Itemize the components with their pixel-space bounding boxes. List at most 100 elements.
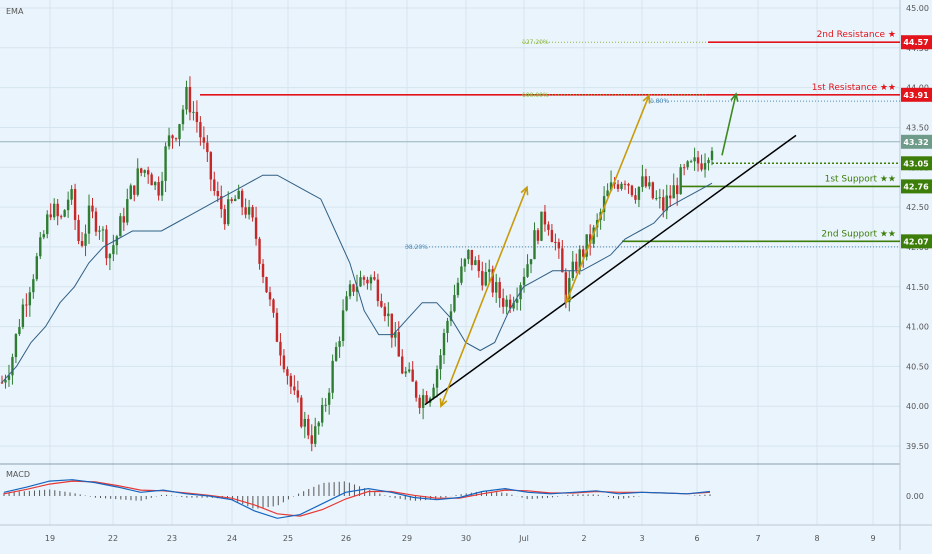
candle-body	[467, 249, 470, 260]
candle-body	[213, 179, 216, 191]
candle-body	[157, 182, 160, 196]
time-tick-label: 2	[581, 534, 586, 543]
candle-body	[314, 426, 317, 444]
price-tag	[901, 134, 932, 149]
candle-body	[397, 332, 400, 357]
candle-body	[449, 311, 453, 321]
candle-body	[578, 249, 581, 270]
candle-body	[80, 241, 84, 246]
candle-body	[289, 375, 293, 387]
candle-body	[387, 313, 390, 317]
candle-body	[693, 157, 696, 162]
candle-body	[7, 375, 11, 380]
candle-body	[70, 189, 73, 200]
candle-body	[174, 138, 178, 140]
candle-body	[28, 292, 32, 306]
candle-body	[14, 334, 18, 358]
candle-body	[401, 356, 404, 374]
candle-body	[334, 346, 338, 361]
candle-body	[73, 189, 77, 220]
candle-body	[662, 197, 665, 211]
fib-label: 127.20%	[522, 39, 549, 46]
candle-body	[345, 296, 348, 311]
candle-body	[512, 302, 515, 309]
candle-body	[275, 312, 279, 342]
candle-body	[87, 205, 91, 234]
candle-body	[394, 332, 397, 338]
macd-pane	[3, 479, 711, 519]
candle-body	[331, 360, 334, 393]
candle-body	[300, 397, 303, 427]
price-tag	[901, 35, 932, 50]
level-labels: 44.57 2nd Resistance ★ 43.91 1st Resistance…	[812, 30, 932, 249]
candle-body	[491, 269, 494, 293]
candle-body	[258, 238, 261, 264]
candle-body	[470, 249, 474, 265]
candle-body	[247, 207, 251, 215]
time-tick-label: 24	[227, 534, 237, 543]
level-label: 2nd Resistance ★	[817, 30, 896, 40]
candle-body	[199, 122, 202, 138]
candle-body	[84, 233, 87, 246]
projection-arrow-2	[565, 95, 650, 303]
candle-body	[101, 229, 105, 231]
candle-body	[53, 203, 56, 218]
level-label: 1st Support ★★	[825, 174, 896, 184]
price-tick-label: 40.00	[906, 402, 929, 411]
candle-body	[669, 195, 672, 199]
target-arrow	[721, 93, 737, 156]
candle-body	[568, 278, 571, 303]
candle-body	[206, 142, 209, 153]
time-tick-label: 3	[639, 534, 644, 543]
candle-body	[272, 299, 275, 313]
projection-arrow-2-head	[564, 294, 573, 305]
candle-body	[66, 199, 70, 211]
candle-body	[630, 185, 634, 196]
candle-body	[279, 341, 282, 356]
candle-body	[522, 276, 526, 286]
candle-body	[561, 248, 564, 273]
candle-body	[348, 284, 352, 297]
candle-body	[582, 249, 585, 257]
candle-body	[338, 341, 341, 347]
candle-body	[540, 211, 543, 241]
candle-body	[178, 124, 181, 140]
candle-body	[404, 371, 407, 374]
candle-body	[411, 369, 414, 382]
candle-body	[515, 299, 519, 303]
candle-body	[498, 282, 501, 299]
candle-body	[0, 382, 4, 384]
level-label: 1st Resistance ★★	[812, 83, 896, 93]
candle-body	[181, 109, 185, 125]
candle-body	[672, 185, 675, 199]
candle-body	[237, 190, 240, 199]
candle-body	[679, 167, 682, 195]
candle-body	[658, 197, 661, 199]
candle-body	[251, 207, 254, 218]
candle-body	[477, 260, 481, 272]
candle-body	[136, 168, 139, 195]
candle-body	[307, 418, 310, 436]
candle-body	[609, 182, 613, 191]
candle-body	[456, 282, 460, 296]
projection-arrow-1-head	[439, 398, 448, 408]
price-tick-label: 40.50	[906, 362, 929, 371]
candle-body	[327, 392, 331, 405]
candle-body	[383, 306, 387, 317]
price-tick-label: 45.00	[906, 4, 929, 13]
price-tick-label: 39.50	[906, 442, 929, 451]
candle-body	[442, 333, 446, 356]
ema-label: EMA	[6, 7, 24, 16]
candle-body	[557, 242, 561, 249]
candle-body	[543, 211, 547, 225]
candle-body	[192, 111, 195, 113]
candle-body	[21, 304, 25, 328]
candle-body	[164, 146, 167, 181]
candle-body	[296, 390, 300, 398]
candle-body	[188, 86, 192, 113]
candle-body	[4, 379, 7, 383]
time-tick-label: 9	[870, 534, 875, 543]
grid	[0, 0, 900, 525]
candle-body	[620, 183, 623, 189]
